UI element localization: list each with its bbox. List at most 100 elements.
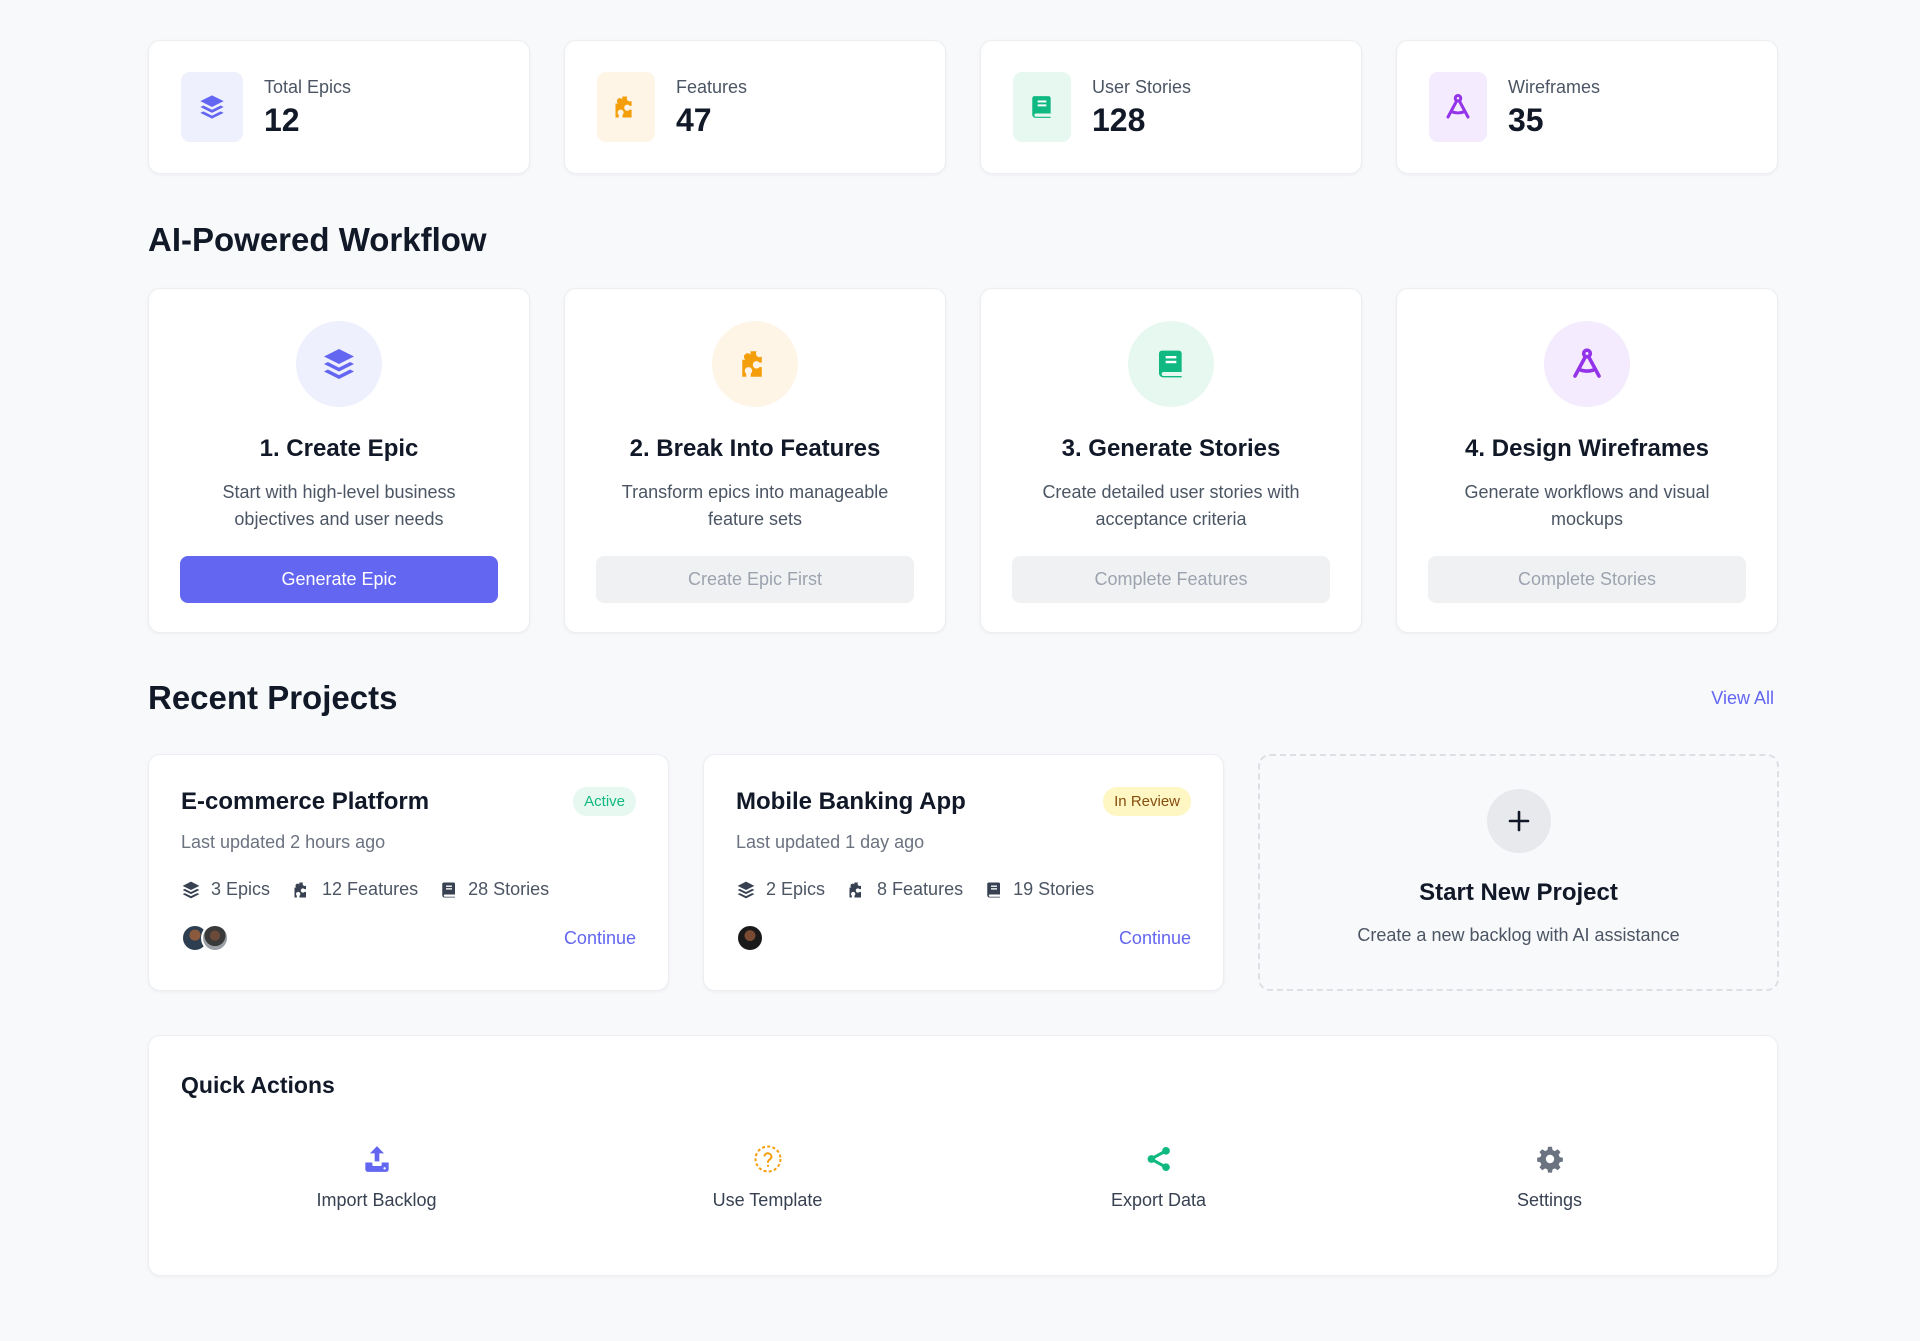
- gear-icon: [1536, 1146, 1563, 1173]
- stat-icon-box: [597, 72, 655, 142]
- features-label: 8 Features: [877, 879, 964, 899]
- project-name: E-commerce Platform: [181, 787, 430, 815]
- workflow-step-design-wireframes: 4. Design Wireframes Generate workflows …: [1396, 288, 1778, 633]
- action-label: Export Data: [1110, 1190, 1207, 1210]
- new-project-description: Create a new backlog with AI assistance: [1357, 925, 1680, 945]
- layers-icon: [737, 881, 755, 898]
- settings-action[interactable]: Settings: [1354, 1143, 1745, 1211]
- workflow-step-create-epic: 1. Create Epic Start with high-level bus…: [148, 288, 530, 633]
- epics-label: 2 Epics: [766, 879, 826, 899]
- project-updated: Last updated 1 day ago: [736, 832, 925, 852]
- status-badge: Active: [573, 787, 636, 816]
- epics-label: 3 Epics: [211, 879, 271, 899]
- puzzle-icon: [294, 882, 307, 897]
- stat-label: Total Epics: [264, 77, 352, 97]
- import-backlog-action[interactable]: Import Backlog: [181, 1143, 572, 1211]
- stories-label: 28 Stories: [468, 879, 550, 899]
- continue-link[interactable]: Continue: [563, 927, 636, 948]
- step-description: Create detailed user stories with accept…: [1042, 482, 1300, 529]
- stat-card-wireframes: Wireframes 35: [1396, 40, 1778, 174]
- features-label: 12 Features: [322, 879, 419, 899]
- stat-icon-box: [1429, 72, 1487, 142]
- stat-card-total-epics: Total Epics 12: [148, 40, 530, 174]
- projects-grid: E-commerce Platform Active Last updated …: [148, 754, 1779, 991]
- recent-projects-title: Recent Projects: [148, 679, 398, 716]
- workflow-section-title: AI-Powered Workflow: [148, 221, 487, 258]
- stats-row: Total Epics 12 Features 47: [148, 40, 1778, 174]
- step-title: 1. Create Epic: [259, 435, 419, 462]
- collaborator-avatars: [736, 924, 764, 952]
- layers-icon: [182, 881, 200, 898]
- stat-value: 128: [1092, 102, 1146, 138]
- step-title: 4. Design Wireframes: [1465, 435, 1709, 462]
- action-label: Import Backlog: [316, 1190, 437, 1210]
- generate-epic-button[interactable]: Generate Epic: [180, 556, 498, 603]
- use-template-action[interactable]: Use Template: [572, 1143, 963, 1211]
- start-new-project-card[interactable]: Start New Project Create a new backlog w…: [1258, 754, 1779, 991]
- puzzle-icon: [742, 351, 762, 377]
- stories-count: 19 Stories: [985, 879, 1094, 900]
- dashboard: Total Epics 12 Features 47: [148, 40, 1779, 1276]
- new-project-title: Start New Project: [1419, 879, 1618, 906]
- stat-label: Features: [676, 77, 748, 97]
- stat-card-user-stories: User Stories 128: [980, 40, 1362, 174]
- view-all-link[interactable]: View All: [1711, 687, 1774, 708]
- stat-label: Wireframes: [1508, 77, 1601, 97]
- quick-actions-title: Quick Actions: [181, 1072, 335, 1098]
- step-icon-circle: [296, 321, 382, 407]
- step-description: Generate workflows and visual mockups: [1464, 482, 1710, 529]
- step-icon-circle: [712, 321, 798, 407]
- stat-icon-box: [1013, 72, 1071, 142]
- layers-icon: [324, 349, 354, 379]
- stories-count: 28 Stories: [440, 879, 549, 900]
- collaborator-avatars: [181, 924, 229, 952]
- avatar: [736, 924, 764, 952]
- avatar: [201, 924, 229, 952]
- stat-icon-box: [181, 72, 243, 142]
- stat-card-features: Features 47: [564, 40, 946, 174]
- quick-actions-panel: Quick Actions Import Backlog: [148, 1035, 1778, 1276]
- export-data-action[interactable]: Export Data: [963, 1143, 1354, 1211]
- project-card-mobile-banking[interactable]: Mobile Banking App In Review Last update…: [703, 754, 1224, 991]
- compass-drafting-icon: [1446, 93, 1470, 119]
- question-circle-icon: [754, 1145, 781, 1173]
- complete-features-button[interactable]: Complete Features: [1012, 556, 1330, 603]
- action-label: Settings: [1516, 1190, 1583, 1210]
- project-name: Mobile Banking App: [736, 787, 966, 815]
- features-count: 8 Features: [847, 879, 963, 900]
- puzzle-icon: [849, 882, 862, 897]
- book-icon: [442, 882, 456, 897]
- recent-projects-header: Recent Projects View All: [148, 678, 1778, 718]
- epics-count: 3 Epics: [181, 879, 270, 900]
- continue-link[interactable]: Continue: [1118, 927, 1191, 948]
- stat-value: 12: [264, 102, 300, 138]
- compass-drafting-icon: [1573, 348, 1601, 378]
- book-icon: [1032, 96, 1051, 118]
- create-epic-first-button[interactable]: Create Epic First: [596, 556, 914, 603]
- project-stats: 2 Epics 8 Features 19 Stories: [736, 879, 1191, 900]
- step-title: 3. Generate Stories: [1061, 435, 1281, 462]
- features-count: 12 Features: [292, 879, 418, 900]
- share-icon: [1147, 1146, 1170, 1172]
- workflow-step-break-into-features: 2. Break Into Features Transform epics i…: [564, 288, 946, 633]
- step-icon-circle: [1128, 321, 1214, 407]
- book-icon: [1159, 350, 1182, 378]
- stat-value: 47: [676, 102, 712, 138]
- workflow-steps: 1. Create Epic Start with high-level bus…: [148, 288, 1778, 633]
- step-description: Transform epics into manageable feature …: [621, 482, 889, 529]
- action-label: Use Template: [712, 1190, 823, 1210]
- book-icon: [987, 882, 1001, 897]
- stat-label: User Stories: [1092, 77, 1192, 97]
- quick-actions-grid: Import Backlog Use Template: [181, 1143, 1745, 1211]
- project-stats: 3 Epics 12 Features 28 Stories: [181, 879, 636, 900]
- complete-stories-button[interactable]: Complete Stories: [1428, 556, 1746, 603]
- project-updated: Last updated 2 hours ago: [181, 832, 386, 852]
- layers-icon: [200, 95, 224, 119]
- step-description: Start with high-level business objective…: [222, 482, 456, 529]
- project-card-ecommerce[interactable]: E-commerce Platform Active Last updated …: [148, 754, 669, 991]
- epics-count: 2 Epics: [736, 879, 825, 900]
- step-title: 2. Break Into Features: [629, 435, 881, 462]
- workflow-step-generate-stories: 3. Generate Stories Create detailed user…: [980, 288, 1362, 633]
- puzzle-icon: [615, 96, 632, 118]
- step-icon-circle: [1544, 321, 1630, 407]
